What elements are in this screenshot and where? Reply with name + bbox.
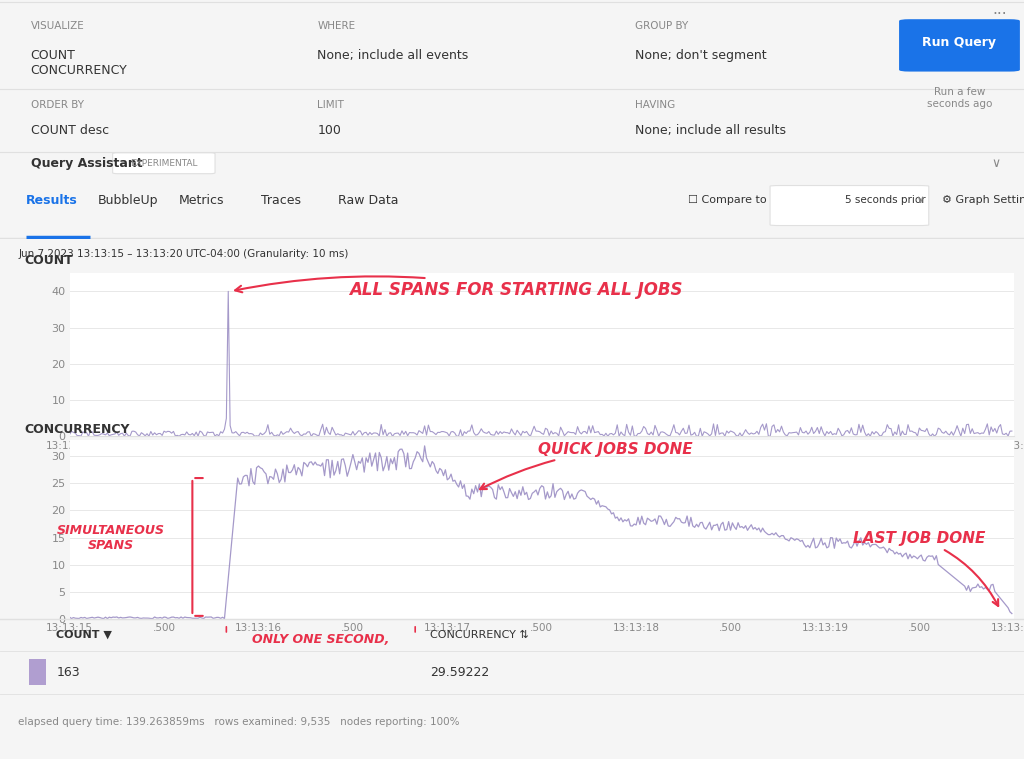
Text: None; include all results: None; include all results [635, 124, 785, 137]
Text: 29.59222: 29.59222 [430, 666, 489, 679]
FancyBboxPatch shape [29, 660, 46, 685]
Text: ☐ Compare to: ☐ Compare to [688, 195, 767, 206]
Text: SIMULTANEOUS
SPANS: SIMULTANEOUS SPANS [57, 524, 165, 552]
Text: GROUP BY: GROUP BY [635, 21, 688, 31]
Text: LAST JOB DONE: LAST JOB DONE [853, 531, 998, 606]
Text: 5 seconds prior: 5 seconds prior [845, 195, 926, 206]
Text: Raw Data: Raw Data [338, 194, 398, 207]
Text: BubbleUp: BubbleUp [97, 194, 158, 207]
Text: Metrics: Metrics [179, 194, 224, 207]
Text: None; include all events: None; include all events [317, 49, 469, 62]
Text: HAVING: HAVING [635, 99, 675, 109]
Text: ∨: ∨ [991, 156, 1000, 170]
Text: CONCURRENCY: CONCURRENCY [25, 423, 130, 436]
Text: ALL SPANS FOR STARTING ALL JOBS: ALL SPANS FOR STARTING ALL JOBS [236, 276, 683, 299]
Text: ORDER BY: ORDER BY [31, 99, 84, 109]
Text: EXPERIMENTAL: EXPERIMENTAL [130, 159, 198, 168]
Text: None; don't segment: None; don't segment [635, 49, 767, 62]
Text: Query Assistant: Query Assistant [31, 156, 142, 170]
Text: 100: 100 [317, 124, 341, 137]
Text: LIMIT: LIMIT [317, 99, 344, 109]
FancyBboxPatch shape [770, 185, 929, 225]
Text: ···: ··· [992, 7, 1007, 22]
Text: VISUALIZE: VISUALIZE [31, 21, 84, 31]
Text: ∨: ∨ [913, 195, 925, 206]
FancyBboxPatch shape [899, 19, 1020, 71]
Text: COUNT
CONCURRENCY: COUNT CONCURRENCY [31, 49, 127, 77]
Text: ⚙ Graph Settings: ⚙ Graph Settings [942, 195, 1024, 206]
FancyBboxPatch shape [113, 153, 215, 174]
Text: 163: 163 [56, 666, 80, 679]
Text: Run Query: Run Query [923, 36, 996, 49]
Text: ONLY ONE SECOND,: ONLY ONE SECOND, [252, 633, 389, 646]
Text: WHERE: WHERE [317, 21, 355, 31]
Text: Run a few
seconds ago: Run a few seconds ago [927, 87, 992, 109]
Text: elapsed query time: 139.263859ms   rows examined: 9,535   nodes reporting: 100%: elapsed query time: 139.263859ms rows ex… [18, 716, 460, 726]
Text: Jun 7 2023 13:13:15 – 13:13:20 UTC-04:00 (Granularity: 10 ms): Jun 7 2023 13:13:15 – 13:13:20 UTC-04:00… [18, 249, 349, 260]
Text: Traces: Traces [261, 194, 301, 207]
Text: QUICK JOBS DONE: QUICK JOBS DONE [480, 442, 692, 490]
Text: COUNT ▼: COUNT ▼ [56, 630, 113, 640]
Text: Results: Results [26, 194, 78, 207]
Text: COUNT: COUNT [25, 254, 73, 266]
Text: CONCURRENCY ⇅: CONCURRENCY ⇅ [430, 630, 528, 640]
Text: COUNT desc: COUNT desc [31, 124, 109, 137]
